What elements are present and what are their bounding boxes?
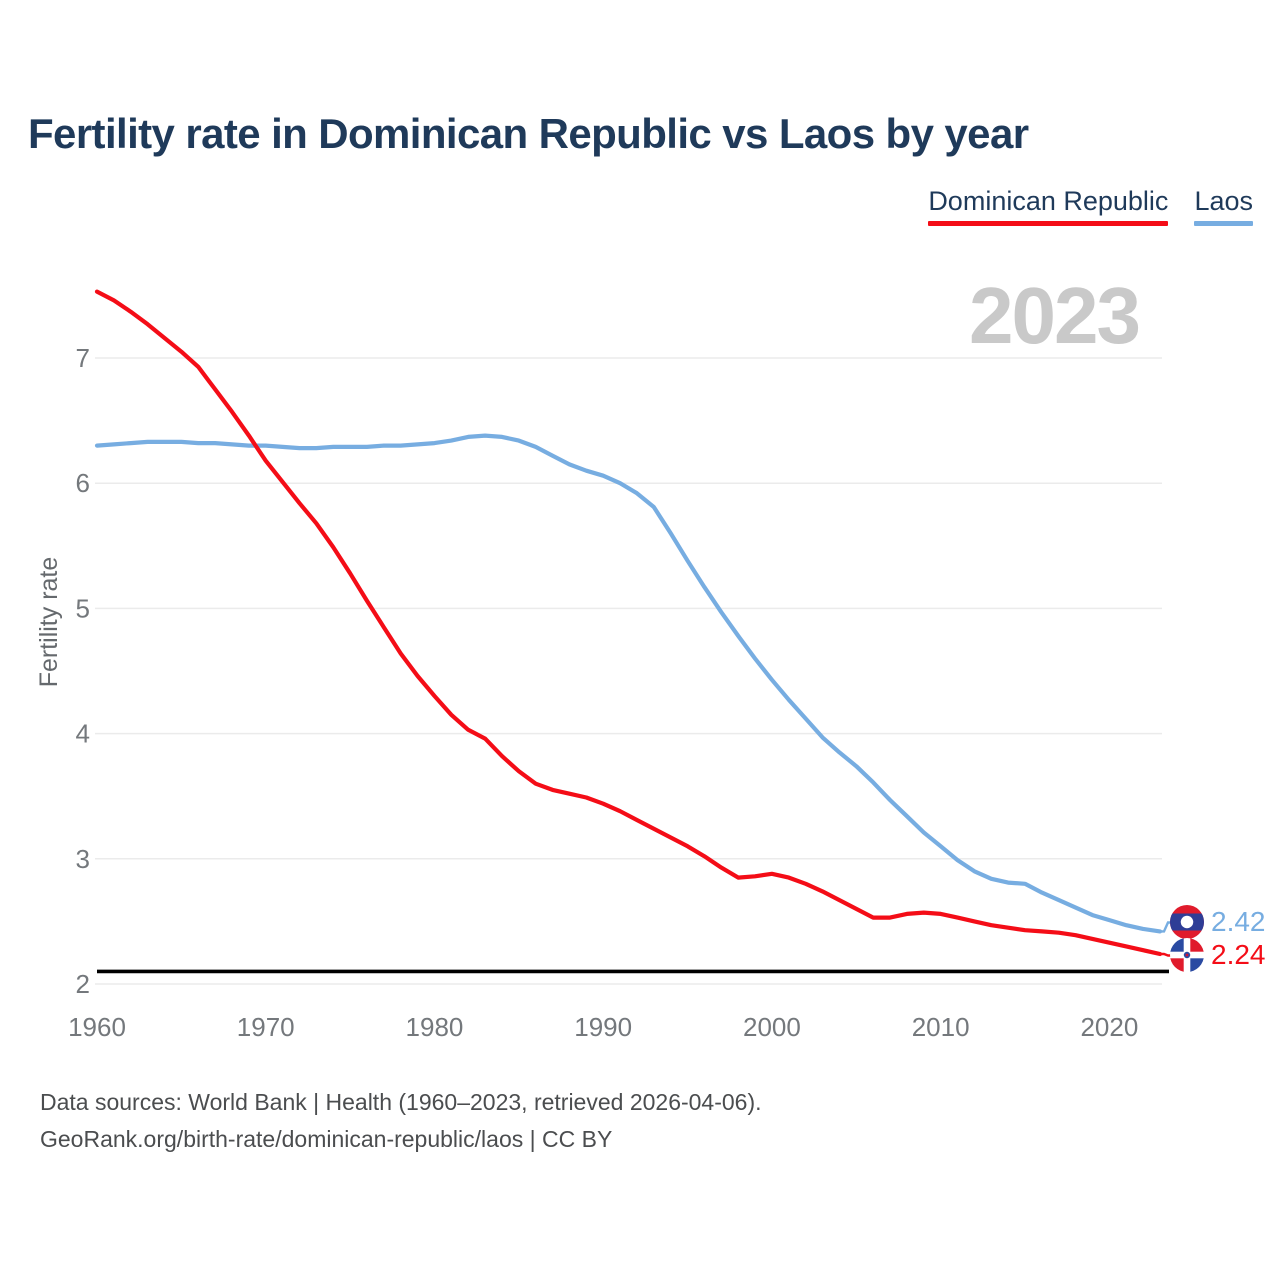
- y-tick-label: 6: [76, 468, 90, 498]
- y-tick-label: 7: [76, 343, 90, 373]
- legend-underline-dominican-republic: [928, 221, 1169, 226]
- laos-end-value: 2.42: [1211, 906, 1266, 937]
- laos-label-connector: [1160, 921, 1171, 933]
- dominican-republic-flag-icon: [1170, 938, 1204, 972]
- dominican-republic-end-label: 2.24: [1170, 938, 1266, 972]
- y-tick-label: 2: [76, 969, 90, 999]
- x-tick-label: 1990: [574, 1012, 632, 1042]
- x-tick-label: 1970: [237, 1012, 295, 1042]
- footer: Data sources: World Bank | Health (1960–…: [40, 1084, 762, 1158]
- x-tick-label: 2020: [1080, 1012, 1138, 1042]
- dominican-republic-label-connector: [1160, 952, 1171, 957]
- laos-line: [94, 433, 1163, 934]
- legend: Dominican Republic Laos: [927, 186, 1254, 226]
- laos-end-label: 2.42: [1170, 905, 1266, 939]
- x-tick-label: 2000: [743, 1012, 801, 1042]
- chart-title: Fertility rate in Dominican Republic vs …: [28, 110, 1029, 157]
- x-tick-label: 2010: [912, 1012, 970, 1042]
- data-sources-text: Data sources: World Bank | Health (1960–…: [40, 1089, 762, 1115]
- legend-item-laos[interactable]: Laos: [1193, 186, 1254, 226]
- y-tick-label: 4: [76, 719, 90, 749]
- y-tick-label: 3: [76, 844, 90, 874]
- dominican-republic-line: [94, 289, 1163, 957]
- legend-label-dominican-republic: Dominican Republic: [928, 186, 1169, 216]
- legend-label-laos: Laos: [1194, 186, 1253, 216]
- y-tick-label: 5: [76, 593, 90, 623]
- legend-item-dominican-republic[interactable]: Dominican Republic: [927, 186, 1169, 226]
- laos-flag-icon: [1170, 905, 1204, 939]
- x-tick-label: 1980: [406, 1012, 464, 1042]
- year-watermark: 2023: [969, 271, 1141, 360]
- x-tick-label: 1960: [68, 1012, 126, 1042]
- legend-underline-laos: [1194, 221, 1253, 226]
- attribution-text: GeoRank.org/birth-rate/dominican-republi…: [40, 1126, 613, 1152]
- dominican-republic-end-value: 2.24: [1211, 939, 1266, 970]
